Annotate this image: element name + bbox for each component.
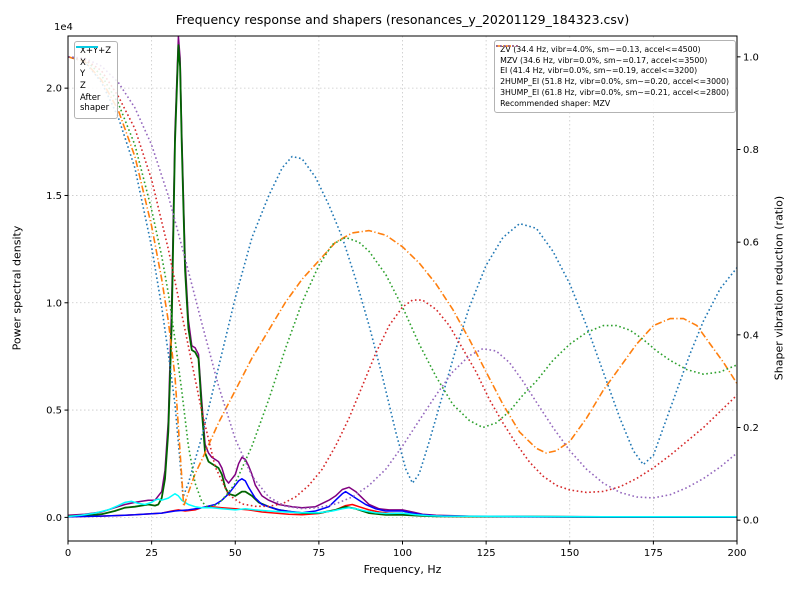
right-y-axis-label: Shaper vibration reduction (ratio) — [772, 195, 786, 381]
x-axis-label: Frequency, Hz — [363, 563, 442, 576]
legend-item: MZV (34.6 Hz, vibr=0.0%, sm~=0.17, accel… — [496, 45, 729, 66]
shaper-legend: ZV (34.4 Hz, vibr=4.0%, sm~=0.13, accel<… — [494, 40, 736, 114]
legend-item-label: X — [80, 57, 86, 68]
legend-line-swatch — [495, 41, 519, 51]
left-y-axis-label: Power spectral density — [10, 225, 24, 351]
legend-item-label: EI (41.4 Hz, vibr=0.0%, sm~=0.19, accel<… — [500, 66, 698, 76]
legend-line-swatch — [496, 45, 519, 47]
shaper-series-group — [67, 56, 738, 510]
x-tick-label: 150 — [560, 548, 579, 559]
right-y-tick-label: 0.8 — [743, 145, 759, 156]
right-y-tick-label: 1.0 — [743, 52, 759, 63]
x-tick-label: 175 — [644, 548, 663, 559]
left-y-tick-label: 1.0 — [46, 298, 62, 309]
legend-item-label: MZV (34.6 Hz, vibr=0.0%, sm~=0.17, accel… — [500, 55, 708, 65]
legend-item-label: Recommended shaper: MZV — [500, 98, 611, 108]
legend-item: EI (41.4 Hz, vibr=0.0%, sm~=0.19, accel<… — [496, 45, 729, 76]
left-y-tick-label: 0.5 — [46, 406, 62, 417]
series-after-shaper — [67, 493, 737, 518]
series-ei — [67, 56, 738, 508]
x-tick-label: 125 — [477, 548, 496, 559]
legend-item: After shaper — [76, 46, 111, 114]
x-tick-label: 200 — [727, 548, 746, 559]
legend-item: 2HUMP_EI (51.8 Hz, vibr=0.0%, sm~=0.20, … — [496, 45, 729, 87]
legend-item: Y — [76, 46, 111, 80]
left-axis-offset-label: 1e4 — [54, 22, 73, 33]
legend-item: X — [76, 46, 111, 69]
right-y-tick-label: 0.2 — [743, 423, 759, 434]
legend-item: Recommended shaper: MZV — [500, 99, 729, 109]
legend-item-label: Z — [80, 80, 86, 91]
x-tick-label: 50 — [229, 548, 242, 559]
legend-item-label: 3HUMP_EI (61.8 Hz, vibr=0.0%, sm~=0.21, … — [500, 87, 729, 97]
chart-title: Frequency response and shapers (resonanc… — [175, 12, 630, 27]
series-zv — [67, 56, 738, 498]
legend-item: Z — [76, 46, 111, 92]
legend-item-label: ZV (34.4 Hz, vibr=4.0%, sm~=0.13, accel<… — [500, 45, 701, 54]
x-tick-label: 0 — [65, 548, 71, 559]
axis-ticks: 0 25 50 75 100 125 150 175 200 0.0 0.5 1.0 1.5 2.0 0.0… — [46, 52, 759, 559]
legend-item-label: After shaper — [80, 92, 110, 114]
legend-item-label: X+Y+Z — [80, 46, 112, 56]
legend-item: 3HUMP_EI (61.8 Hz, vibr=0.0%, sm~=0.21, … — [496, 45, 729, 98]
left-y-tick-label: 1.5 — [46, 191, 62, 202]
series-mzv — [67, 56, 738, 508]
legend-item-label: 2HUMP_EI (51.8 Hz, vibr=0.0%, sm~=0.20, … — [500, 77, 729, 87]
left-y-tick-label: 0.0 — [46, 513, 62, 524]
legend-line-swatch — [76, 46, 98, 48]
x-tick-label: 100 — [393, 548, 412, 559]
x-tick-label: 25 — [145, 548, 158, 559]
legend-item-label: Y — [80, 69, 86, 80]
psd-legend: X+Y+Z X Y Z After shaper — [74, 41, 119, 119]
right-y-tick-label: 0.0 — [743, 516, 759, 527]
series-y — [67, 44, 737, 518]
right-y-tick-label: 0.4 — [743, 330, 759, 341]
x-tick-label: 75 — [313, 548, 326, 559]
right-y-tick-label: 0.6 — [743, 238, 759, 249]
left-y-tick-label: 2.0 — [46, 84, 62, 95]
legend-item: ZV (34.4 Hz, vibr=4.0%, sm~=0.13, accel<… — [496, 45, 729, 55]
